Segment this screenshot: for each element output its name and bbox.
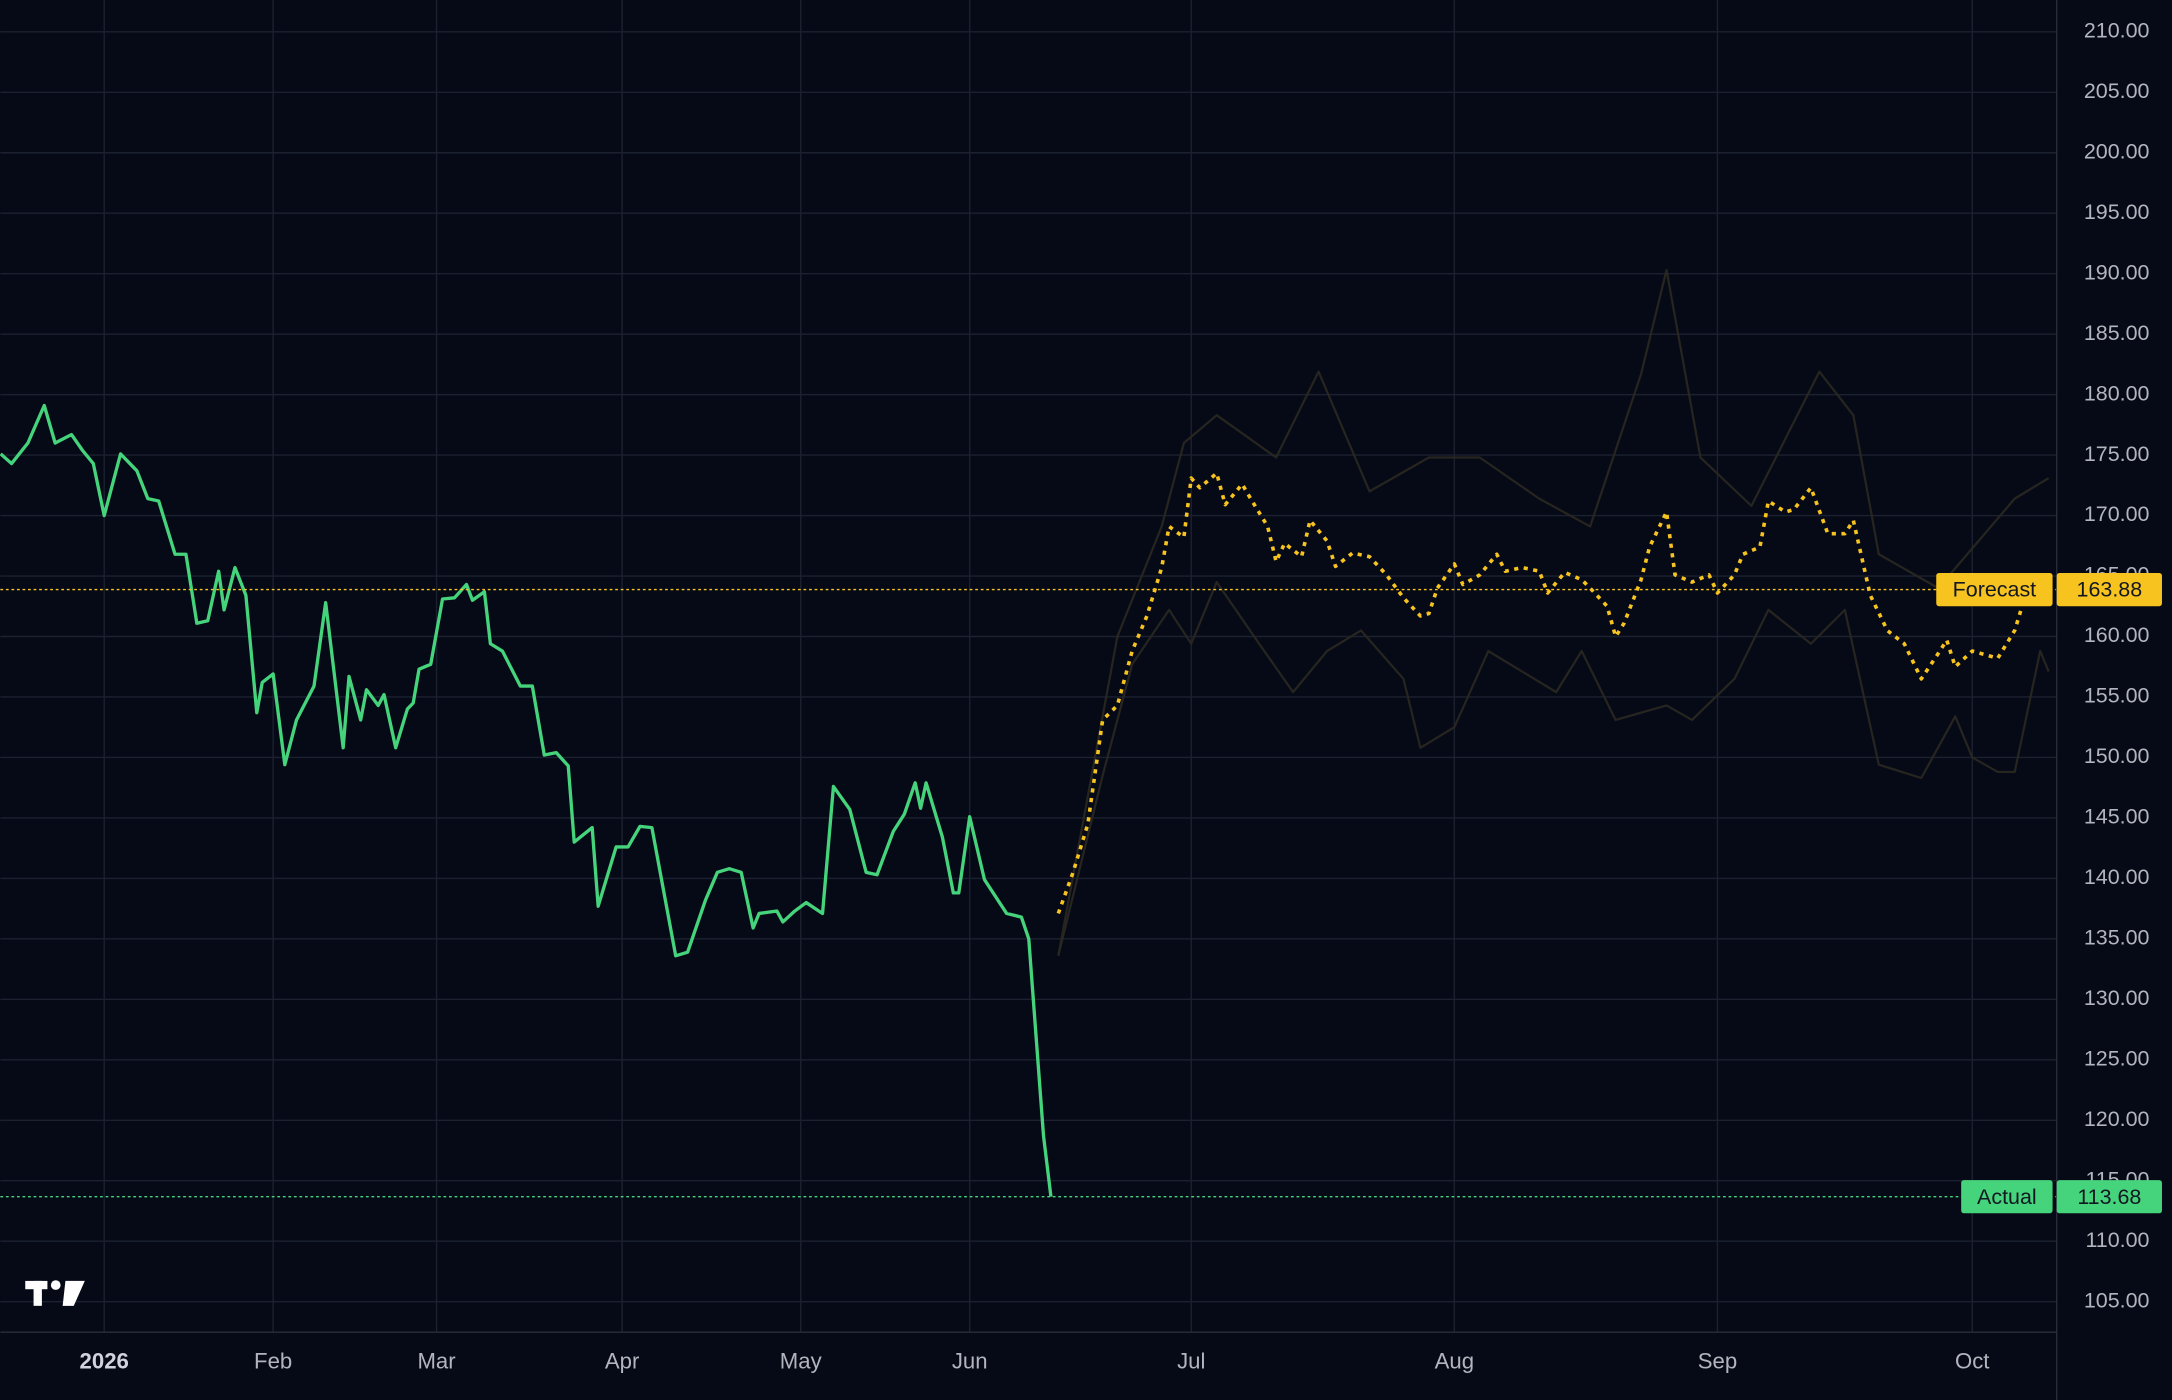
x-tick-label: Oct (1955, 1348, 1989, 1373)
x-tick-label: Mar (417, 1348, 455, 1373)
y-tick-label: 205.00 (2084, 79, 2150, 103)
y-tick-label: 110.00 (2085, 1228, 2149, 1252)
y-tick-label: 200.00 (2084, 139, 2150, 163)
x-tick-label: Aug (1435, 1348, 1474, 1373)
x-tick-label: Sep (1698, 1348, 1737, 1373)
series-line (1057, 580, 2050, 957)
y-tick-label: 120.00 (2084, 1107, 2150, 1131)
x-tick-label: May (780, 1348, 823, 1373)
y-tick-label: 160.00 (2084, 623, 2150, 647)
x-tick-label: 2026 (80, 1348, 129, 1373)
plot-lines (0, 268, 2057, 1198)
series-label-badge (1961, 1180, 2053, 1214)
series-label: Actual (1977, 1185, 2037, 1209)
x-tick-label: Jul (1177, 1348, 1205, 1373)
y-tick-label: 155.00 (2084, 684, 2150, 708)
y-tick-label: 150.00 (2084, 744, 2150, 768)
y-tick-label: 135.00 (2084, 926, 2150, 950)
series-label: Forecast (1953, 578, 2036, 602)
y-tick-label: 210.00 (2084, 18, 2150, 42)
grid (0, 0, 2057, 1333)
x-tick-label: Feb (254, 1348, 292, 1373)
logo-part (33, 1280, 42, 1306)
last-value-badge (2056, 1180, 2162, 1214)
series-line (0, 403, 1053, 1197)
logo (25, 1280, 85, 1306)
y-tick-label: 175.00 (2084, 442, 2150, 466)
y-tick-label: 170.00 (2084, 502, 2150, 526)
axes: 105.00110.00115.00120.00125.00130.00135.… (80, 18, 2150, 1373)
logo-part (50, 1280, 61, 1290)
y-tick-label: 145.00 (2084, 805, 2150, 829)
x-tick-label: Apr (605, 1348, 639, 1373)
x-tick-label: Jun (952, 1348, 988, 1373)
y-tick-label: 195.00 (2084, 200, 2150, 224)
y-tick-label: 190.00 (2084, 260, 2150, 284)
y-tick-label: 105.00 (2084, 1288, 2150, 1312)
y-tick-label: 125.00 (2084, 1046, 2150, 1070)
last-value-label: 113.68 (2077, 1185, 2141, 1209)
last-value-badge (2056, 572, 2162, 607)
badges: Actual 113.68 Forecast 163.88 (1936, 572, 2162, 1214)
y-tick-label: 180.00 (2084, 381, 2150, 405)
series-label-badge (1936, 572, 2053, 607)
y-tick-label: 185.00 (2084, 321, 2150, 345)
series-line (1057, 268, 2050, 956)
y-tick-label: 140.00 (2084, 865, 2150, 889)
y-tick-label: 130.00 (2084, 986, 2150, 1010)
last-value-label: 163.88 (2077, 578, 2143, 602)
logo-part (62, 1280, 85, 1306)
